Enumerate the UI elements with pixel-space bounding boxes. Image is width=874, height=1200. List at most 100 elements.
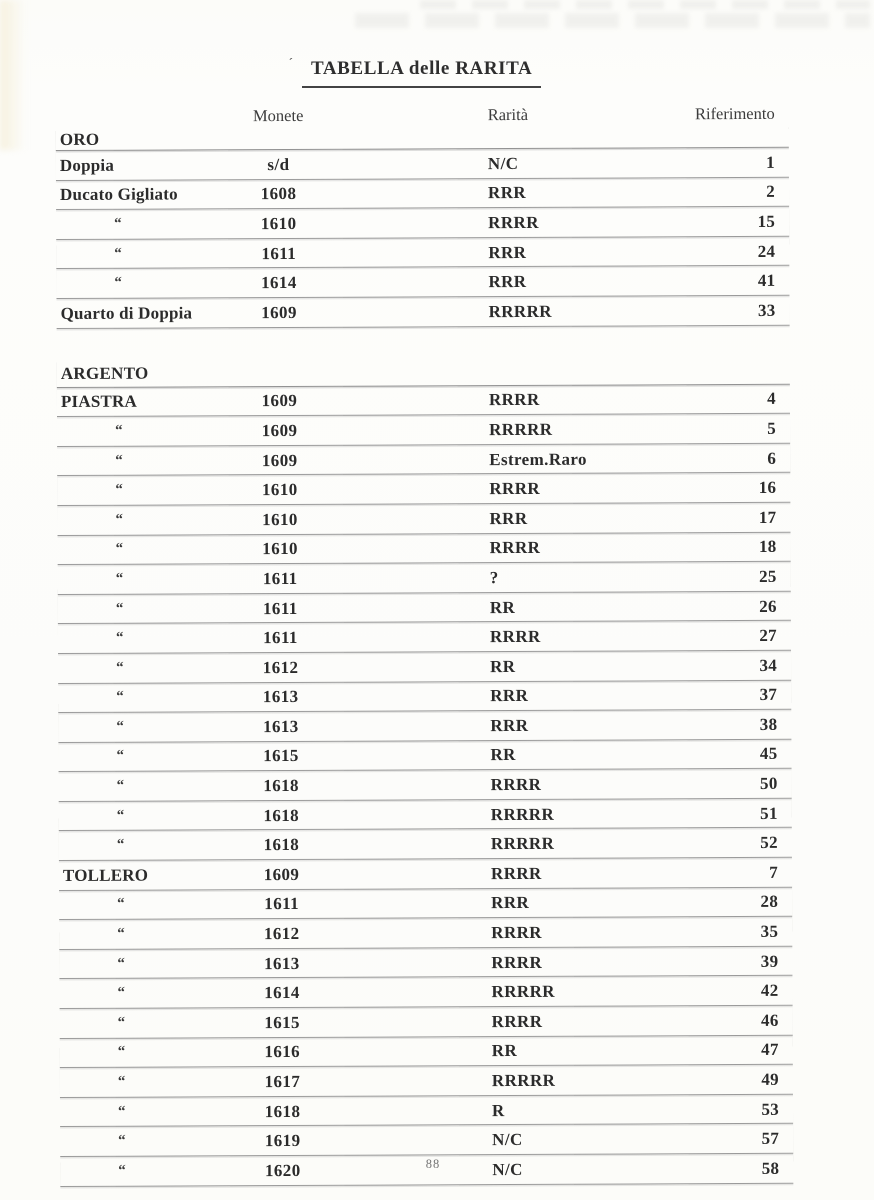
cell-riferimento: 47 [761, 1040, 779, 1060]
cell-name: Ducato Gigliato [59, 184, 178, 205]
cell-riferimento: 17 [758, 507, 777, 527]
cell-rarita: RRRR [491, 1011, 543, 1031]
cell-riferimento: 51 [760, 803, 778, 823]
cell-monete: 1610 [262, 539, 298, 559]
cell-name-ditto-mark: “ [115, 422, 123, 439]
cell-name-ditto-mark: “ [114, 274, 123, 291]
table-body: ORO Doppia s/d N/C 1 Ducato Gigliato 1608 RRR 2 “… [55, 125, 794, 1187]
table-row: “ 1615 RR 45 [58, 739, 792, 773]
cell-monete: 1611 [262, 598, 298, 618]
cell-monete: 1617 [264, 1071, 301, 1092]
cell-rarita: RRR [490, 686, 529, 706]
cell-rarita: RRRRR [491, 982, 555, 1002]
cell-riferimento: 38 [759, 714, 778, 734]
table-row: “ 1609 Estrem.Raro 6 [57, 443, 791, 477]
section-label-argento: ARGENTO [56, 357, 790, 388]
cell-rarita: RRR [487, 183, 527, 203]
cell-riferimento: 18 [758, 537, 777, 557]
column-header-monete: Monete [252, 105, 304, 125]
cell-riferimento: 57 [761, 1129, 780, 1149]
cell-riferimento: 27 [759, 625, 778, 646]
cell-rarita: RRRR [489, 479, 541, 499]
cell-riferimento: 50 [759, 773, 778, 794]
cell-name-ditto-mark: “ [116, 836, 125, 854]
table-row: “ 1618 R 53 [59, 1094, 794, 1128]
cell-rarita: RRR [488, 272, 527, 292]
cell-riferimento: 41 [757, 271, 776, 291]
cell-rarita: RR [491, 1041, 518, 1061]
cell-riferimento: 53 [761, 1099, 780, 1119]
table-row: “ 1611 RRR 24 [56, 236, 790, 270]
cell-rarita: RRR [488, 242, 527, 262]
cell-rarita: RR [490, 745, 516, 765]
cell-monete: s/d [267, 154, 290, 174]
cell-riferimento: 45 [759, 744, 778, 764]
title-block: ´ TABELLA delle RARITA [0, 55, 830, 88]
cell-rarita: RRRRR [489, 419, 553, 440]
cell-rarita: RR [489, 597, 516, 617]
cell-riferimento: 4 [767, 389, 776, 409]
cell-riferimento: 49 [761, 1069, 779, 1089]
column-header-riferimento: Riferimento [694, 103, 775, 123]
cell-name-ditto-mark: “ [118, 1132, 126, 1149]
table-row: “ 1610 RRRR 18 [57, 532, 791, 566]
cell-rarita: RRRRR [490, 834, 555, 854]
cell-monete: 1618 [263, 805, 300, 825]
cell-riferimento: 37 [759, 685, 778, 705]
table-row: “ 1610 RRR 17 [57, 502, 791, 536]
cell-rarita: RRRR [490, 774, 542, 795]
cell-rarita: N/C [487, 153, 519, 173]
cell-rarita: R [491, 1100, 505, 1120]
cell-name-ditto-mark: “ [117, 925, 125, 942]
page-edge-shading [0, 0, 26, 150]
cell-monete: 1609 [261, 420, 298, 441]
cell-name: TOLLERO [62, 865, 149, 885]
table-row: “ 1615 RRRR 46 [59, 1005, 793, 1039]
cell-riferimento: 52 [760, 833, 778, 853]
cell-name-ditto-mark: “ [115, 600, 124, 617]
cell-name-ditto-mark: “ [115, 452, 123, 469]
cell-riferimento: 7 [769, 862, 779, 882]
table-row: Quarto di Doppia 1609 RRRRR 33 [56, 295, 790, 329]
cell-name-ditto-mark: “ [117, 1073, 126, 1090]
cell-monete: 1612 [263, 923, 300, 944]
rarity-table: Monete Rarità Riferimento ORO Doppia s/d N/… [55, 101, 794, 1187]
cell-rarita: ? [489, 567, 499, 588]
table-row: “ 1617 RRRRR 49 [59, 1065, 793, 1098]
cell-name: Doppia [59, 155, 115, 175]
cell-name-ditto-mark: “ [116, 748, 125, 765]
cell-riferimento: 28 [760, 892, 779, 912]
cell-name-ditto-mark: “ [114, 215, 122, 232]
cell-riferimento: 16 [758, 478, 777, 498]
table-row: Doppia s/d N/C 1 [55, 147, 789, 181]
table-row: “ 1610 RRRR 15 [56, 206, 790, 240]
cell-monete: 1618 [263, 835, 300, 855]
table-row: “ 1611 RR 26 [57, 591, 791, 625]
cell-monete: 1615 [263, 746, 299, 766]
cell-monete: 1618 [264, 1101, 301, 1121]
cell-riferimento: 24 [757, 241, 776, 261]
cell-name-ditto-mark: “ [114, 245, 123, 262]
table-row: “ 1611 RRRR 27 [57, 621, 792, 654]
cell-rarita: RR [490, 656, 516, 676]
table-row: PIASTRA 1609 RRRR 4 [56, 384, 790, 418]
cell-name-ditto-mark: “ [116, 807, 125, 824]
cell-monete: 1608 [260, 184, 297, 204]
cell-name-ditto-mark: “ [117, 1044, 126, 1061]
cell-riferimento: 6 [767, 448, 777, 468]
cell-rarita: RRRR [488, 212, 539, 233]
cell-rarita: RRRR [489, 538, 541, 558]
table-header-row: Monete Rarità Riferimento [56, 101, 789, 129]
page-number: 88 [425, 1157, 441, 1171]
cell-name-ditto-mark: “ [117, 896, 125, 913]
cell-riferimento: 5 [767, 418, 777, 438]
title-accent-mark: ´ [288, 55, 293, 70]
table-row: “ 1612 RR 34 [58, 650, 792, 684]
table-row: “ 1613 RRRR 39 [59, 946, 793, 980]
section-label: ARGENTO [60, 363, 149, 383]
table-row: “ 1609 RRRRR 5 [57, 413, 791, 447]
cell-rarita: RRRRR [488, 301, 552, 321]
page-showthrough-top [420, 0, 870, 9]
cell-name: PIASTRA [60, 392, 138, 412]
cell-riferimento: 15 [757, 211, 776, 231]
